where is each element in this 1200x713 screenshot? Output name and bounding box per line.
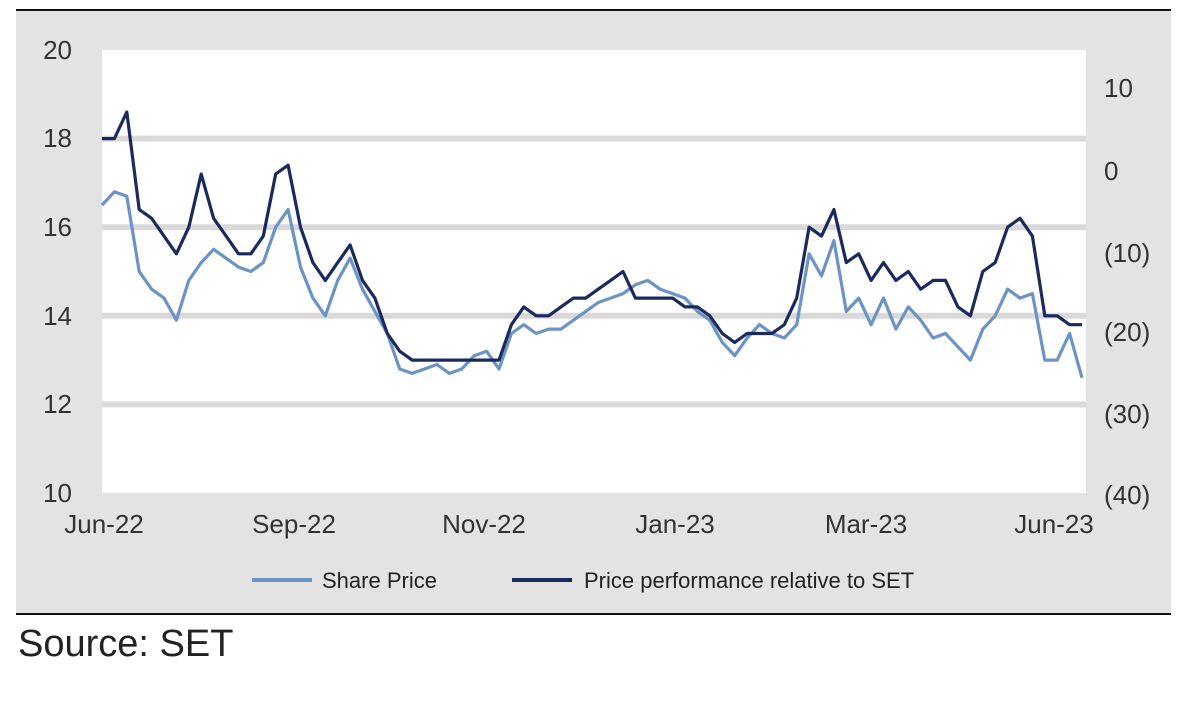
- left-tick-label: 16: [43, 212, 72, 242]
- legend: Share Price Price performance relative t…: [252, 568, 914, 593]
- plot-area: [102, 50, 1086, 493]
- x-axis: Jun-22 Sep-22 Nov-22 Jan-23 Mar-23 Jun-2…: [64, 509, 1094, 539]
- left-tick-label: 18: [43, 123, 72, 153]
- right-tick-label: 0: [1104, 156, 1118, 186]
- left-tick-label: 10: [43, 478, 72, 508]
- x-tick-label: Nov-22: [442, 509, 526, 539]
- x-tick-label: Sep-22: [252, 509, 336, 539]
- right-tick-label: 10: [1104, 73, 1133, 103]
- right-tick-label: (40): [1104, 480, 1150, 510]
- left-axis: 20 18 16 14 12 10: [43, 35, 72, 508]
- left-tick-label: 14: [43, 301, 72, 331]
- source-note: Source: SET: [18, 623, 233, 665]
- series-line-relative-to-set: [102, 110, 1082, 362]
- x-tick-label: Jan-23: [635, 509, 715, 539]
- x-tick-label: Mar-23: [825, 509, 907, 539]
- right-tick-label: (10): [1104, 238, 1150, 268]
- right-axis: 10 0 (10) (20) (30) (40): [1104, 73, 1150, 510]
- left-tick-label: 12: [43, 389, 72, 419]
- legend-label-relative-to-set: Price performance relative to SET: [584, 568, 914, 593]
- right-tick-label: (20): [1104, 317, 1150, 347]
- left-tick-label: 20: [43, 35, 72, 65]
- series-line-share-price: [100, 190, 1084, 379]
- x-tick-label: Jun-22: [64, 509, 144, 539]
- series-layer: [100, 110, 1084, 379]
- legend-label-share-price: Share Price: [322, 568, 437, 593]
- x-tick-label: Jun-23: [1014, 509, 1094, 539]
- right-tick-label: (30): [1104, 399, 1150, 429]
